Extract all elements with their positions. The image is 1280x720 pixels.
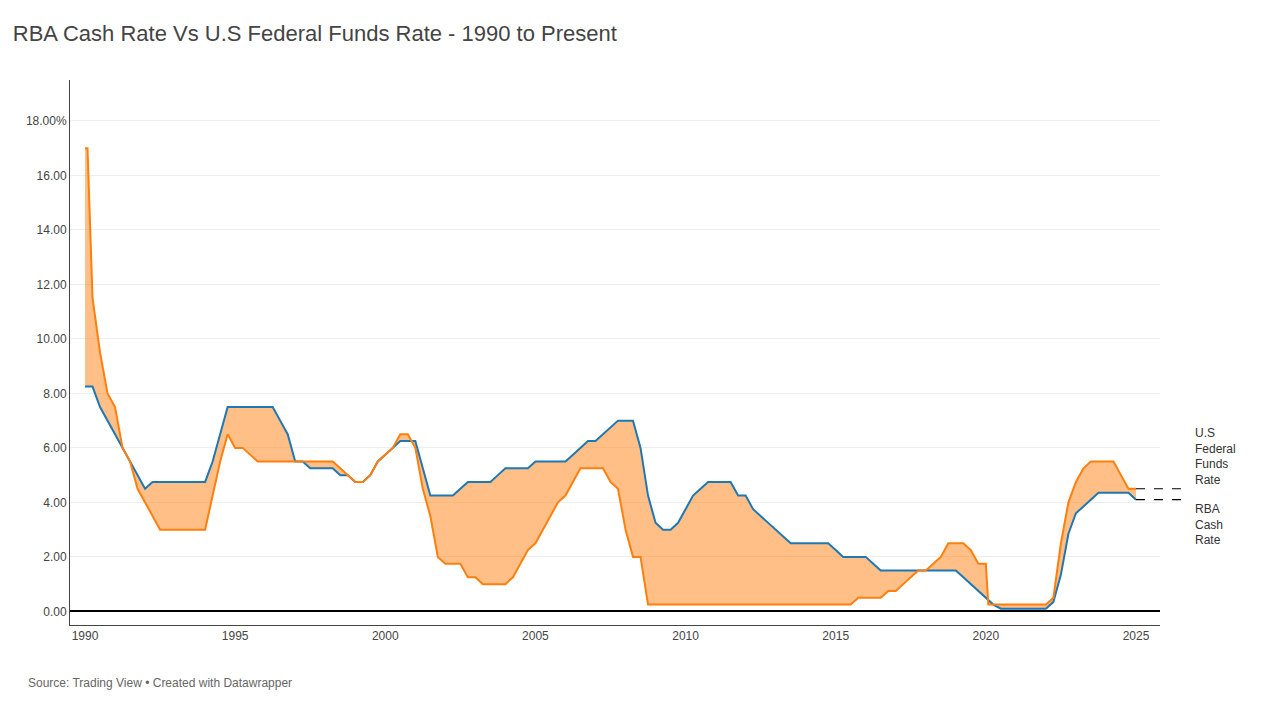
svg-text:2010: 2010 xyxy=(672,629,699,643)
svg-text:2025: 2025 xyxy=(1123,629,1150,643)
svg-text:2.00: 2.00 xyxy=(43,550,67,564)
svg-text:16.00: 16.00 xyxy=(37,169,67,183)
svg-text:2020: 2020 xyxy=(972,629,999,643)
svg-text:1995: 1995 xyxy=(222,629,249,643)
svg-text:18.00%: 18.00% xyxy=(26,114,67,128)
svg-text:10.00: 10.00 xyxy=(37,332,67,346)
svg-text:0.00: 0.00 xyxy=(43,605,67,619)
svg-text:1990: 1990 xyxy=(72,629,99,643)
svg-text:Source: Trading View • Created: Source: Trading View • Created with Data… xyxy=(28,676,292,690)
svg-text:RBA Cash Rate Vs U.S Federal F: RBA Cash Rate Vs U.S Federal Funds Rate … xyxy=(13,21,617,46)
svg-text:2015: 2015 xyxy=(822,629,849,643)
svg-text:14.00: 14.00 xyxy=(37,223,67,237)
svg-text:2000: 2000 xyxy=(372,629,399,643)
svg-text:U.SFederalFundsRate: U.SFederalFundsRate xyxy=(1195,426,1236,487)
svg-text:6.00: 6.00 xyxy=(43,441,67,455)
svg-text:2005: 2005 xyxy=(522,629,549,643)
svg-text:4.00: 4.00 xyxy=(43,496,67,510)
svg-text:12.00: 12.00 xyxy=(37,278,67,292)
svg-text:RBACashRate: RBACashRate xyxy=(1195,502,1223,547)
svg-text:8.00: 8.00 xyxy=(43,387,67,401)
